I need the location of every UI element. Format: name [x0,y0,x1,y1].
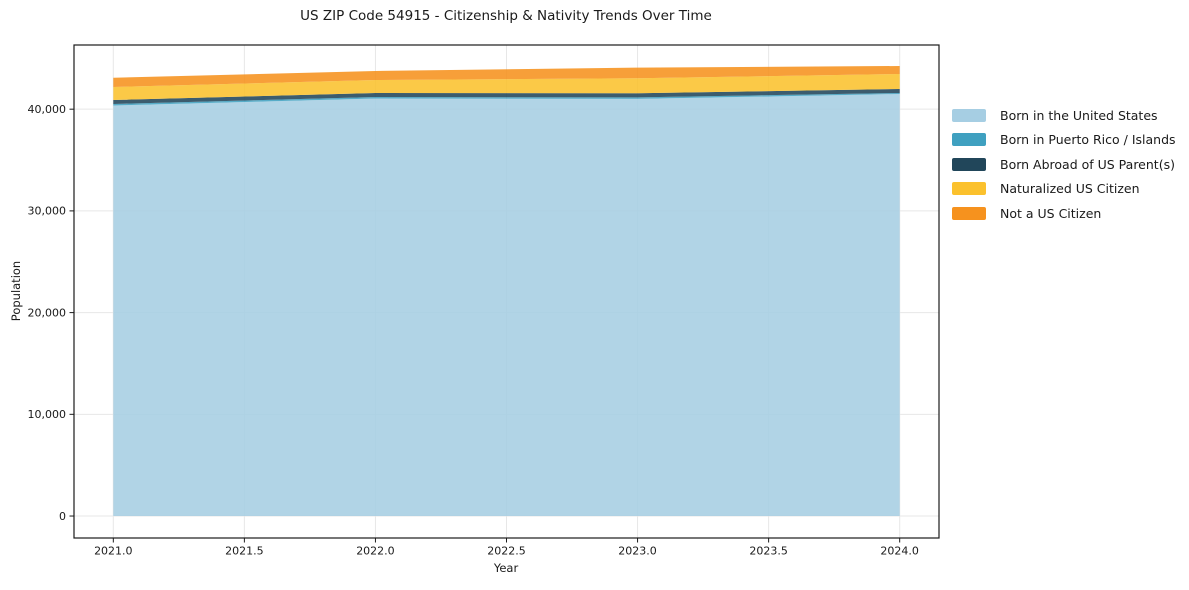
x-tick-label: 2023.5 [749,545,788,558]
legend-item: Born Abroad of US Parent(s) [952,152,1176,177]
x-tick-label: 2021.0 [94,545,133,558]
x-tick-label: 2024.0 [880,545,919,558]
legend-swatch [952,206,986,220]
legend-item: Not a US Citizen [952,201,1176,226]
legend-swatch [952,108,986,122]
area-series-2 [113,89,900,104]
legend-swatch [952,133,986,147]
legend-item: Born in the United States [952,103,1176,128]
x-tick-label: 2022.0 [356,545,395,558]
y-tick-label: 0 [59,510,66,523]
legend-label: Not a US Citizen [1000,205,1102,221]
y-axis-label: Population [9,260,23,322]
legend-item: Naturalized US Citizen [952,177,1176,202]
y-tick-label: 30,000 [28,205,67,218]
legend-label: Born in Puerto Rico / Islands [1000,132,1176,148]
area-series-3 [113,74,900,100]
chart-title: US ZIP Code 54915 - Citizenship & Nativi… [300,8,712,24]
legend-swatch [952,182,986,196]
x-tick-label: 2021.5 [225,545,264,558]
y-tick-label: 10,000 [28,408,67,421]
legend-label: Born Abroad of US Parent(s) [1000,156,1175,172]
legend-label: Born in the United States [1000,107,1158,123]
legend-label: Naturalized US Citizen [1000,181,1140,197]
area-series-0 [113,94,900,516]
legend-item: Born in Puerto Rico / Islands [952,128,1176,153]
x-tick-label: 2023.0 [618,545,657,558]
area-series-4 [113,66,900,87]
y-tick-label: 20,000 [28,306,67,319]
y-tick-label: 40,000 [28,103,67,116]
x-tick-label: 2022.5 [487,545,526,558]
legend: Born in the United States Born in Puerto … [952,103,1176,226]
x-axis-label: Year [493,561,519,575]
legend-swatch [952,157,986,171]
